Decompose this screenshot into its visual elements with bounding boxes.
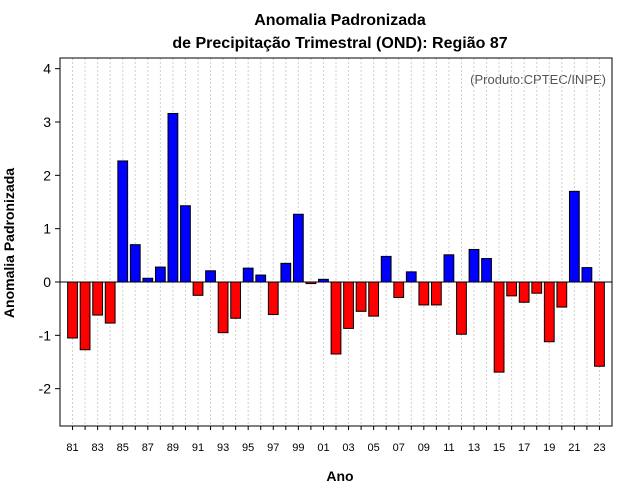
bar-92 xyxy=(205,270,216,283)
bar-89 xyxy=(167,112,179,283)
bar-94 xyxy=(230,281,242,319)
x-tick-label: 89 xyxy=(167,442,179,454)
bar-18 xyxy=(531,281,543,294)
bar-14 xyxy=(481,258,492,283)
bar-20 xyxy=(556,281,568,308)
bar-21 xyxy=(568,190,580,283)
chart-subtitle: de Precipitação Trimestral (OND): Região… xyxy=(172,35,507,52)
bar-23 xyxy=(594,281,605,367)
y-tick-label: 1 xyxy=(43,221,51,237)
bar-09 xyxy=(418,281,430,306)
bar-97 xyxy=(267,281,279,316)
y-axis-title: Anomalia Padronizada xyxy=(1,168,17,318)
y-tick-label: 4 xyxy=(43,61,51,77)
chart-title: Anomalia Padronizada xyxy=(254,12,426,29)
x-tick-label: 09 xyxy=(418,442,430,454)
bar-86 xyxy=(129,244,141,283)
bar-07 xyxy=(393,281,405,298)
bar-16 xyxy=(506,281,518,297)
x-tick-label: 95 xyxy=(242,442,254,454)
bar-02 xyxy=(330,281,342,355)
bar-91 xyxy=(192,281,204,296)
x-tick-label: 03 xyxy=(342,442,354,454)
y-tick-label: -1 xyxy=(39,327,52,343)
bar-17 xyxy=(518,281,530,303)
bar-83 xyxy=(92,281,104,316)
bars xyxy=(67,112,605,373)
bar-81 xyxy=(67,281,78,339)
bar-08 xyxy=(405,271,417,283)
bar-19 xyxy=(543,281,555,343)
bar-15 xyxy=(493,281,505,373)
bar-13 xyxy=(468,248,480,283)
bar-03 xyxy=(343,281,354,329)
x-tick-label: 83 xyxy=(92,442,104,454)
y-axis-ticks: -2 -1 0 1 2 3 4 xyxy=(39,61,60,397)
x-tick-label: 05 xyxy=(368,442,380,454)
vertical-grid xyxy=(72,58,600,426)
x-tick-label: 15 xyxy=(493,442,505,454)
x-tick-label: 99 xyxy=(292,442,304,454)
x-tick-label: 19 xyxy=(543,442,555,454)
bar-22 xyxy=(581,267,593,283)
x-tick-label: 85 xyxy=(117,442,129,454)
bar-06 xyxy=(380,255,392,283)
bar-85 xyxy=(117,160,129,283)
x-axis-ticks: 81 83 85 87 89 91 93 95 97 99 01 03 05 07 09 11 13 15 17 19… xyxy=(66,426,606,454)
bar-10 xyxy=(430,281,442,306)
credit-note: (Produto:CPTEC/INPE) xyxy=(470,72,606,87)
bar-90 xyxy=(180,205,191,283)
x-tick-label: 81 xyxy=(66,442,78,454)
x-tick-label: 97 xyxy=(267,442,279,454)
y-tick-label: -2 xyxy=(39,381,52,397)
x-axis-title: Ano xyxy=(326,468,353,484)
bar-11 xyxy=(443,254,455,283)
bar-93 xyxy=(217,281,229,334)
bar-84 xyxy=(104,281,116,324)
x-tick-label: 17 xyxy=(518,442,530,454)
x-tick-label: 11 xyxy=(443,442,454,454)
bar-95 xyxy=(242,267,254,283)
x-tick-label: 93 xyxy=(217,442,229,454)
bar-05 xyxy=(368,281,380,317)
bar-00 xyxy=(305,281,317,285)
bar-87 xyxy=(142,277,154,283)
bar-96 xyxy=(255,274,267,283)
bar-88 xyxy=(154,266,166,283)
y-tick-label: 2 xyxy=(43,167,51,183)
bar-99 xyxy=(292,213,304,283)
y-tick-label: 3 xyxy=(43,114,51,130)
bar-04 xyxy=(355,281,367,312)
bar-01 xyxy=(318,278,329,283)
x-tick-label: 07 xyxy=(393,442,405,454)
bar-82 xyxy=(79,281,91,351)
x-tick-label: 23 xyxy=(593,442,605,454)
x-tick-label: 91 xyxy=(192,442,204,454)
x-tick-label: 21 xyxy=(568,442,580,454)
bar-98 xyxy=(280,262,292,283)
bar-12 xyxy=(456,281,467,335)
plot-frame xyxy=(59,57,613,427)
x-tick-label: 13 xyxy=(468,442,480,454)
x-tick-label: 87 xyxy=(142,442,154,454)
y-tick-label: 0 xyxy=(43,274,51,290)
x-tick-label: 01 xyxy=(317,442,329,454)
